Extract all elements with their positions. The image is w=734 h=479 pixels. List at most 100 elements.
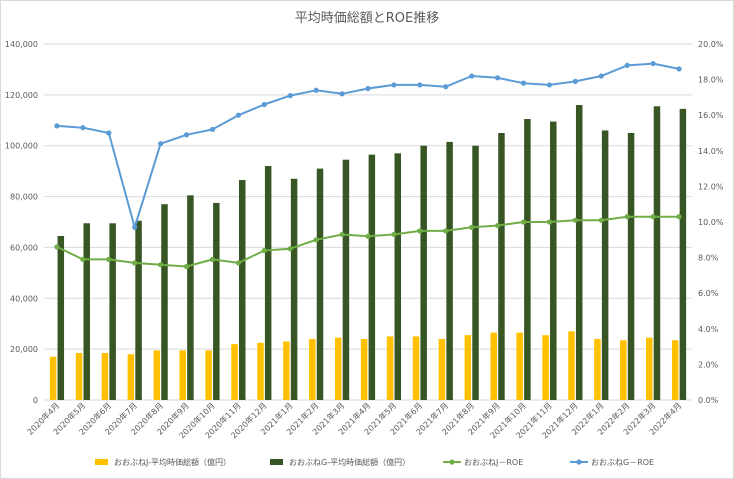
y-left-tick-label: 40,000 — [10, 294, 38, 303]
point-j-roe — [287, 246, 293, 252]
bar-j-market-cap — [568, 331, 575, 400]
bar-g-market-cap — [550, 121, 557, 401]
bar-g-market-cap — [187, 195, 194, 400]
point-j-roe — [261, 247, 267, 254]
y-left-tick-label: 20,000 — [10, 345, 38, 354]
bar-g-market-cap — [394, 153, 402, 400]
bar-g-market-cap — [627, 133, 635, 400]
y-right-tick-label: 8.0% — [698, 254, 719, 263]
point-g-roe — [106, 130, 112, 136]
y-left-tick-label: 100,000 — [5, 142, 38, 151]
point-g-roe — [287, 93, 293, 99]
bar-g-market-cap — [472, 145, 479, 400]
point-g-roe — [598, 73, 604, 79]
point-j-roe — [520, 219, 527, 225]
legend-label: おおぶねG-平均時価総額（億円） — [289, 457, 410, 467]
bar-j-market-cap — [620, 340, 627, 400]
y-left-tick-label: 140,000 — [5, 40, 38, 49]
point-j-roe — [546, 219, 553, 225]
y-right-tick-label: 2.0% — [698, 360, 719, 369]
point-j-roe — [495, 222, 501, 229]
point-j-roe — [106, 256, 112, 262]
bar-g-market-cap — [161, 204, 168, 400]
point-j-roe — [365, 233, 371, 239]
legend: おおぶねJ-平均時価総額（億円） おおぶねG-平均時価総額（億円） おおぶねJ－RO… — [95, 457, 654, 467]
bar-g-market-cap — [653, 106, 661, 401]
point-g-roe — [313, 87, 319, 93]
bar-g-market-cap — [446, 141, 453, 400]
bar-series-group — [49, 105, 687, 401]
bar-j-market-cap — [309, 338, 316, 400]
point-g-roe — [676, 66, 682, 72]
y-axis-right-ticks: 0.0% 2.0% 4.0% 6.0% 8.0% 10.0% 12.0% 14.0% 16.0%… — [698, 40, 724, 405]
chart-title: 平均時価総額とROE推移 — [295, 11, 439, 26]
point-j-roe — [339, 231, 345, 238]
y-right-tick-label: 0.0% — [698, 396, 719, 405]
bar-j-market-cap — [179, 350, 186, 400]
point-g-roe — [546, 82, 553, 88]
bar-j-market-cap — [464, 335, 472, 400]
point-g-roe — [80, 125, 86, 131]
point-j-roe — [209, 256, 216, 262]
point-g-roe — [495, 75, 501, 81]
bar-j-market-cap — [646, 337, 653, 400]
y-axis-left-ticks: 0 20,000 40,000 60,000 80,000 100,000 120,000 1… — [5, 40, 38, 405]
y-left-tick-label: 80,000 — [10, 193, 38, 202]
y-right-tick-label: 16.0% — [698, 111, 724, 120]
point-j-roe — [650, 214, 656, 220]
point-j-roe — [469, 224, 475, 230]
point-g-roe — [183, 132, 190, 138]
legend-label: おおぶねG－ROE — [591, 458, 654, 467]
bar-j-market-cap — [127, 354, 135, 400]
bar-g-market-cap — [368, 154, 376, 400]
point-g-roe — [391, 82, 397, 88]
y-right-tick-label: 20.0% — [698, 40, 724, 49]
legend-label: おおぶねJ－ROE — [464, 458, 523, 467]
legend-swatch-bar — [270, 459, 283, 465]
bar-g-market-cap — [239, 180, 246, 400]
bar-g-market-cap — [57, 235, 65, 400]
bar-j-market-cap — [671, 340, 679, 400]
y-left-tick-label: 0 — [33, 396, 38, 405]
bar-j-market-cap — [153, 350, 161, 400]
bar-j-market-cap — [360, 338, 368, 400]
point-g-roe — [650, 60, 656, 67]
bar-j-market-cap — [283, 341, 290, 400]
legend-label: おおぶねJ-平均時価総額（億円） — [114, 457, 231, 467]
y-right-tick-label: 18.0% — [698, 76, 724, 85]
point-g-roe — [235, 112, 241, 118]
point-g-roe — [339, 91, 345, 97]
point-j-roe — [132, 260, 138, 266]
gridlines — [44, 43, 692, 401]
bar-j-market-cap — [334, 337, 342, 400]
bar-j-market-cap — [101, 352, 109, 400]
point-g-roe — [209, 126, 216, 133]
bar-g-market-cap — [679, 108, 687, 400]
legend-swatch-marker — [576, 459, 582, 465]
point-g-roe — [469, 73, 475, 79]
y-right-tick-label: 10.0% — [698, 218, 724, 227]
bar-g-market-cap — [524, 119, 531, 400]
point-g-roe — [132, 224, 138, 230]
point-g-roe — [520, 80, 527, 86]
bar-j-market-cap — [490, 332, 497, 400]
bar-g-market-cap — [213, 202, 220, 400]
bar-j-market-cap — [412, 336, 420, 400]
bar-j-market-cap — [594, 338, 601, 400]
point-g-roe — [417, 82, 423, 88]
point-j-roe — [80, 256, 86, 262]
bar-g-market-cap — [498, 133, 505, 400]
legend-swatch-bar — [95, 459, 108, 465]
bar-g-market-cap — [264, 166, 272, 400]
x-axis-ticks: 2020年4月2020年5月2020年6月2020年7月2020年8月2020年… — [25, 400, 683, 440]
bar-j-market-cap — [231, 344, 238, 400]
point-j-roe — [235, 260, 241, 266]
bar-j-market-cap — [49, 356, 57, 400]
bar-g-market-cap — [135, 220, 142, 400]
bar-g-market-cap — [420, 145, 427, 400]
bar-g-market-cap — [83, 223, 90, 400]
point-g-roe — [443, 84, 449, 90]
bar-g-market-cap — [575, 105, 583, 401]
point-j-roe — [391, 231, 397, 238]
